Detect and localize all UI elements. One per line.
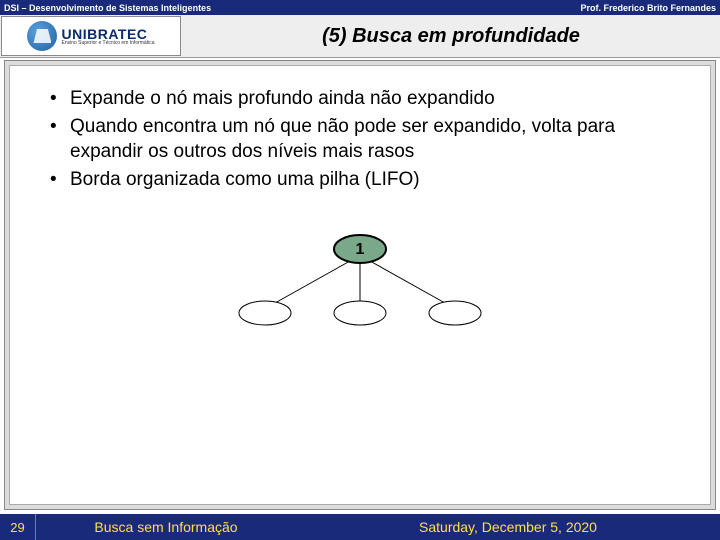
logo-text: UNIBRATEC Ensino Superior e Técnico em I…	[61, 27, 154, 46]
svg-text:1: 1	[356, 241, 365, 258]
bullet-list: Expande o nó mais profundo ainda não exp…	[50, 86, 690, 193]
footer-title: Busca sem Informação	[36, 519, 296, 535]
content-outer: Expande o nó mais profundo ainda não exp…	[4, 60, 716, 510]
logo-main: UNIBRATEC	[61, 27, 154, 41]
tree-diagram: 1	[10, 231, 710, 341]
topbar: DSI – Desenvolvimento de Sistemas Inteli…	[0, 0, 720, 15]
slide-title: (5) Busca em profundidade	[182, 15, 720, 57]
topbar-left: DSI – Desenvolvimento de Sistemas Inteli…	[4, 3, 211, 13]
bullet-item: Quando encontra um nó que não pode ser e…	[50, 114, 690, 165]
topbar-right: Prof. Frederico Brito Fernandes	[580, 3, 716, 13]
tree-svg: 1	[225, 231, 495, 341]
logo-box: UNIBRATEC Ensino Superior e Técnico em I…	[1, 16, 181, 56]
logo: UNIBRATEC Ensino Superior e Técnico em I…	[27, 21, 154, 51]
logo-globe-icon	[27, 21, 57, 51]
header-row: UNIBRATEC Ensino Superior e Técnico em I…	[0, 15, 720, 58]
bullet-item: Expande o nó mais profundo ainda não exp…	[50, 86, 690, 112]
logo-sub: Ensino Superior e Técnico em Informática	[61, 41, 154, 46]
slide-number: 29	[0, 514, 36, 540]
content: Expande o nó mais profundo ainda não exp…	[9, 65, 711, 505]
footer-date: Saturday, December 5, 2020	[296, 519, 720, 535]
footer: 29 Busca sem Informação Saturday, Decemb…	[0, 514, 720, 540]
bullet-item: Borda organizada como uma pilha (LIFO)	[50, 167, 690, 193]
